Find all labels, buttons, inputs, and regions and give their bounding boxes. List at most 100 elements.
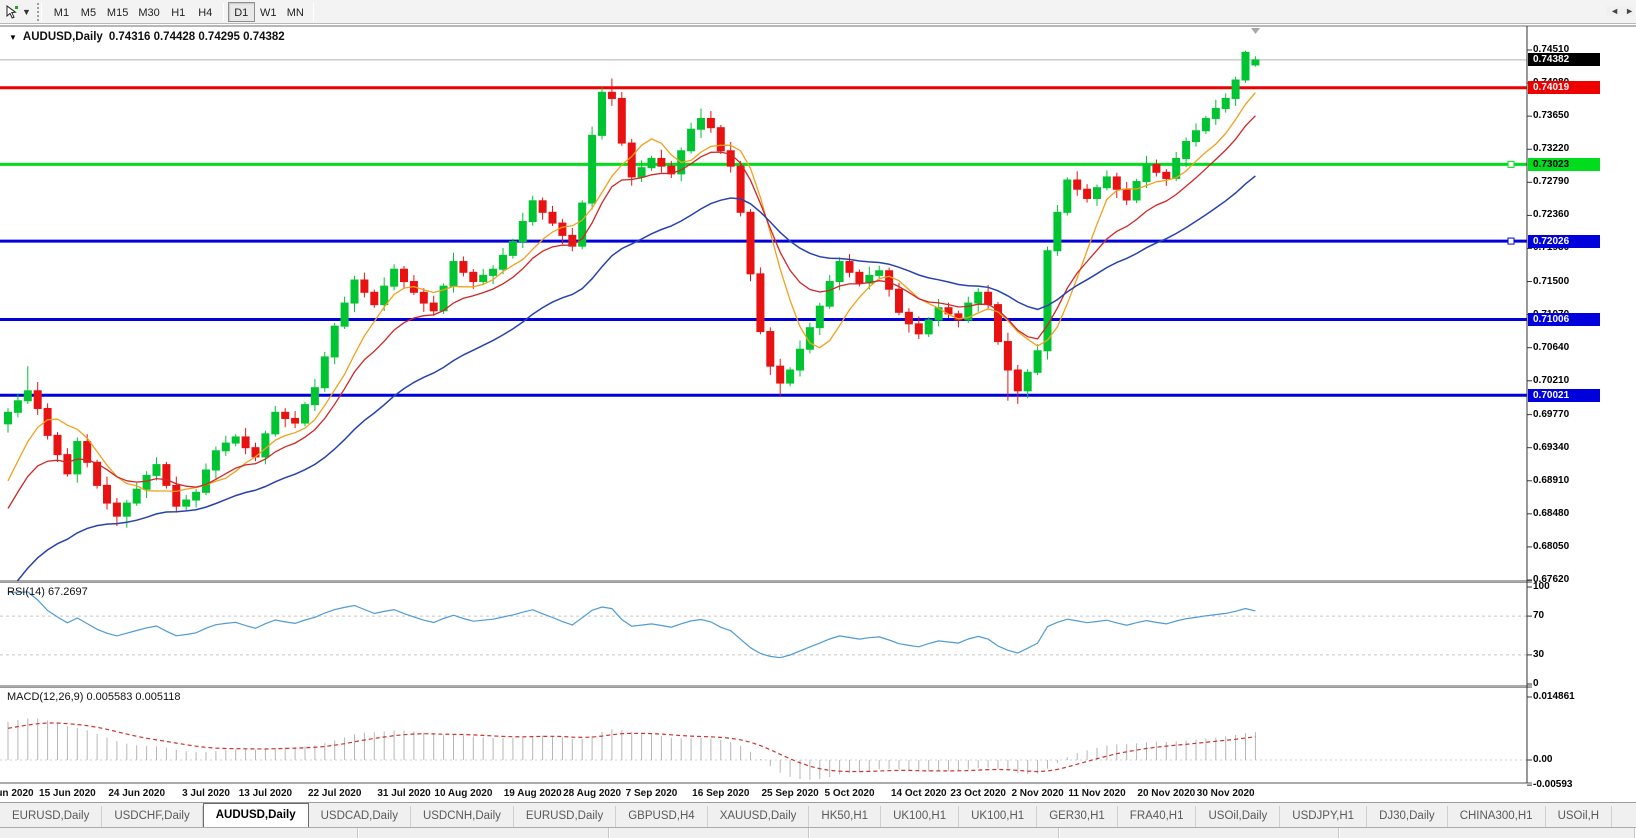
price-tick-label: 0.71930 (1533, 242, 1570, 254)
level-price-badge: 0.70021 (1528, 388, 1600, 402)
chart-tab-usdchf-daily[interactable]: USDCHF,Daily (102, 806, 203, 827)
chart-tab-usoil-h[interactable]: USOil,H (1546, 806, 1613, 827)
panel-borders (0, 25, 1636, 786)
chevron-down-icon[interactable]: ▼ (22, 6, 31, 17)
timeframe-button-h1[interactable]: H1 (171, 6, 186, 19)
timeframe-button-m30[interactable]: M30 (138, 6, 160, 19)
rsi-tick-label: 100 (1533, 581, 1550, 592)
toolbar-drag-grip[interactable] (36, 2, 42, 21)
date-label: 5 Oct 2020 (824, 788, 875, 799)
price-tick-label: 0.67620 (1533, 573, 1570, 585)
chart-tab-usdcnh-daily[interactable]: USDCNH,Daily (411, 806, 514, 827)
chart-tab-dj30-daily[interactable]: DJ30,Daily (1367, 806, 1448, 827)
status-section (1340, 828, 1634, 838)
macd-tick-label: 0.014861 (1533, 691, 1575, 702)
chart-title-ohlc: 0.74316 0.74428 0.74295 0.74382 (108, 31, 285, 43)
date-label: 15 Jun 2020 (39, 788, 96, 799)
status-separator (808, 828, 811, 838)
date-label: 22 Jul 2020 (308, 788, 362, 799)
date-label: 11 Nov 2020 (1068, 788, 1126, 799)
price-tick-label: 0.69770 (1533, 408, 1570, 420)
date-label: 25 Sep 2020 (761, 788, 819, 799)
timeframe-buttons: M1 M5 M15 M30 H1 H4 D1 W1 MN (48, 1, 318, 22)
date-label: 24 Jun 2020 (108, 788, 166, 799)
price-tick-label: 0.68480 (1533, 507, 1570, 519)
chart-tab-fra40-h1[interactable]: FRA40,H1 (1118, 806, 1197, 827)
level-line-handle (1507, 160, 1515, 168)
chart-tab-audusd-daily[interactable]: AUDUSD,Daily (202, 803, 309, 827)
timeframe-button-m15[interactable]: M15 (106, 6, 129, 19)
indicator-gridlines (0, 615, 1527, 761)
ma-fast-line (7, 92, 1256, 493)
chart-tab-eurusd-daily[interactable]: EURUSD,Daily (514, 806, 617, 827)
status-section (810, 828, 1058, 838)
tab-scroll-right-icon[interactable]: ► (1625, 6, 1634, 16)
price-tick-label: 0.72360 (1533, 209, 1570, 221)
chart-tab-usdjpy-h1[interactable]: USDJPY,H1 (1280, 806, 1368, 827)
date-label: 10 Aug 2020 (434, 788, 493, 799)
date-label: 2 Nov 2020 (1011, 788, 1064, 799)
chart-tab-usoil-daily[interactable]: USOil,Daily (1196, 806, 1281, 827)
status-separator (607, 828, 610, 838)
price-tick-label: 0.70640 (1533, 341, 1570, 353)
macd-signal-line (7, 722, 1256, 773)
timeframe-button-mn[interactable]: MN (286, 6, 304, 19)
collapse-triangle-icon[interactable]: ▼ (9, 32, 17, 42)
date-label: 5 Jun 2020 (0, 788, 34, 799)
macd-tick-label: 0.00 (1533, 754, 1553, 765)
timeframe-button-m1[interactable]: M1 (53, 6, 70, 19)
level-price-badge: 0.72026 (1528, 234, 1600, 248)
status-bar (0, 827, 1636, 838)
date-label: 16 Sep 2020 (692, 788, 750, 799)
status-separator (1058, 828, 1061, 838)
tab-scroll-left-icon[interactable]: ◄ (1610, 6, 1620, 16)
horizontal-level-lines[interactable] (0, 86, 1527, 397)
rsi-tick-label: 0 (1533, 678, 1539, 689)
chart-tab-gbpusd-h4[interactable]: GBPUSD,H4 (616, 806, 708, 827)
ma-medium-line (7, 115, 1256, 509)
chart-tab-ger30-h1[interactable]: GER30,H1 (1037, 806, 1118, 827)
chart-tab-hk50-h1[interactable]: HK50,H1 (809, 806, 882, 827)
candlestick-series (4, 50, 1260, 528)
current-price-badge: 0.74382 (1528, 53, 1600, 67)
price-tick-label: 0.68050 (1533, 540, 1570, 552)
price-tick-label: 0.71500 (1533, 275, 1570, 287)
price-tick-label: 0.72790 (1533, 176, 1570, 188)
chart-shift-marker (1251, 28, 1260, 34)
price-tick-label: 0.74510 (1533, 44, 1570, 55)
timeframe-toolbar: ▼ M1 M5 M15 M30 H1 H4 D1 W1 MN (0, 0, 1636, 24)
level-price-badge: 0.71006 (1528, 313, 1600, 327)
chart-tab-uk100-h1[interactable]: UK100,H1 (959, 806, 1038, 827)
price-chart-canvas[interactable] (0, 25, 1636, 802)
level-price-badge: 0.74019 (1528, 81, 1600, 95)
timeframe-button-m5[interactable]: M5 (80, 6, 97, 19)
timeframe-button-d1[interactable]: D1 (227, 1, 255, 22)
chart-title-symbol: AUDUSD,Daily (22, 31, 103, 43)
crosshair-cursor-icon[interactable] (3, 3, 21, 21)
timeframe-button-w1[interactable]: W1 (259, 6, 277, 19)
rsi-line (7, 591, 1256, 659)
date-label: 20 Nov 2020 (1137, 788, 1196, 799)
macd-histogram (7, 718, 1256, 780)
date-label: 28 Aug 2020 (563, 788, 622, 799)
date-label: 19 Aug 2020 (503, 788, 562, 799)
price-tick-label: 0.68910 (1533, 474, 1570, 486)
chart-tab-usdcad-daily[interactable]: USDCAD,Daily (309, 806, 411, 827)
date-label: 31 Jul 2020 (377, 788, 431, 799)
rsi-label: RSI(14) 67.2697 (7, 586, 88, 598)
status-section (610, 828, 809, 838)
macd-tick-label: -0.00593 (1533, 779, 1573, 791)
chart-tab-xauusd-daily[interactable]: XAUUSD,Daily (708, 806, 810, 827)
chart-tab-uk100-h1[interactable]: UK100,H1 (881, 806, 960, 827)
chart-tab-china300-h1[interactable]: CHINA300,H1 (1448, 806, 1546, 827)
chart-tab-eurusd-daily[interactable]: EURUSD,Daily (0, 806, 103, 827)
status-section (359, 828, 607, 838)
rsi-tick-label: 30 (1533, 648, 1545, 660)
status-section (1060, 828, 1338, 838)
status-separator (1338, 828, 1341, 838)
ma-slow-line (16, 175, 1256, 581)
chart-area[interactable]: ▼ AUDUSD,Daily 0.74316 0.74428 0.74295 0… (0, 25, 1636, 802)
rsi-tick-label: 70 (1533, 610, 1545, 622)
timeframe-button-h4[interactable]: H4 (198, 6, 213, 19)
price-tick-label: 0.73650 (1533, 110, 1570, 122)
